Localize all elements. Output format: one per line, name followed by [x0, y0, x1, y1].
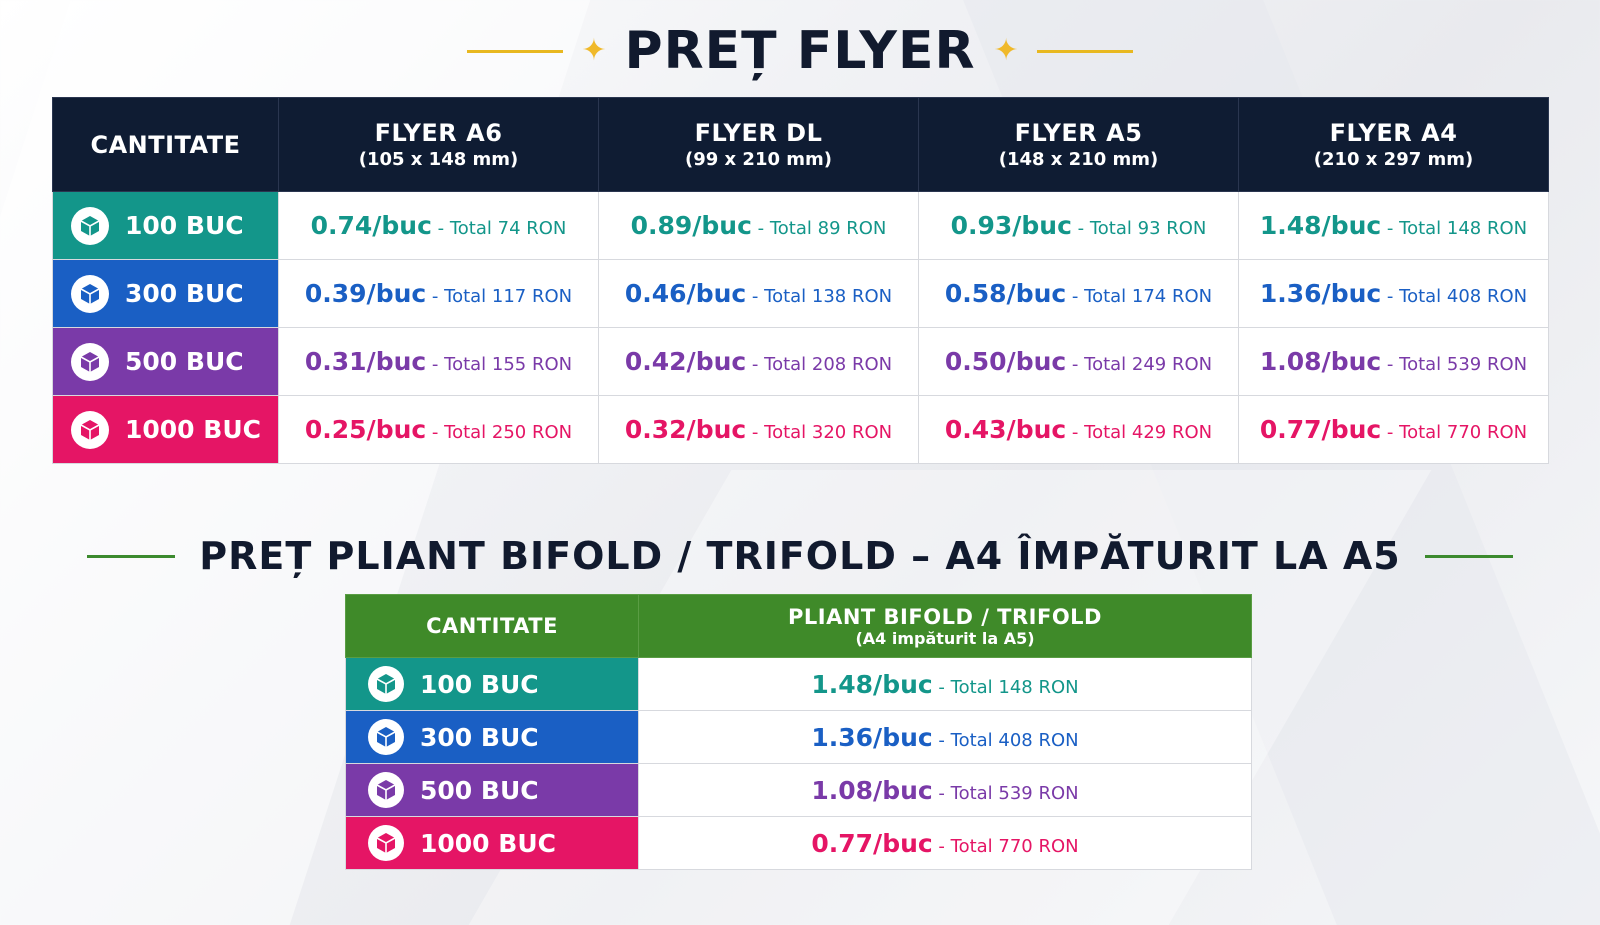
box-icon [71, 274, 109, 313]
price-cell: 0.89/buc - Total 89 RON [598, 191, 919, 260]
pliant-title-row: PREȚ PLIANT BIFOLD / TRIFOLD – A4 ÎMPĂTU… [0, 520, 1600, 592]
title-right-line [1424, 554, 1513, 558]
flyer-title: PREȚ FLYER [624, 21, 976, 81]
table-row: 300 BUC 0.39/buc - Total 117 RON 0.46/bu… [52, 259, 1549, 328]
price-cell: 0.46/buc - Total 138 RON [598, 259, 919, 328]
table-header-row: CANTITATE FLYER A6 (105 x 148 mm) FLYER D… [52, 97, 1549, 192]
price-cell: 0.32/buc - Total 320 RON [598, 395, 919, 464]
price-cell: 0.43/buc - Total 429 RON [918, 395, 1239, 464]
box-icon [368, 772, 404, 808]
pliant-title: PREȚ PLIANT BIFOLD / TRIFOLD – A4 ÎMPĂTU… [199, 534, 1401, 578]
qty-column-header: CANTITATE [52, 97, 279, 192]
qty-cell: 100 BUC [52, 191, 279, 260]
column-header-pliant: PLIANT BIFOLD / TRIFOLD (A4 impăturit la … [638, 594, 1252, 658]
column-header-a6: FLYER A6 (105 x 148 mm) [278, 97, 599, 192]
price-cell: 0.77/buc - Total 770 RON [638, 816, 1252, 870]
qty-cell: 100 BUC [345, 657, 639, 711]
table-row: 300 BUC 1.36/buc - Total 408 RON [345, 710, 1252, 764]
box-icon [71, 206, 109, 245]
price-cell: 1.48/buc - Total 148 RON [1238, 191, 1549, 260]
qty-cell: 500 BUC [345, 763, 639, 817]
price-cell: 0.58/buc - Total 174 RON [918, 259, 1239, 328]
box-icon [71, 410, 109, 449]
box-icon [368, 825, 404, 861]
price-cell: 1.36/buc - Total 408 RON [638, 710, 1252, 764]
flyer-title-row: ✦ PREȚ FLYER ✦ [0, 18, 1600, 84]
qty-cell: 300 BUC [345, 710, 639, 764]
price-cell: 0.74/buc - Total 74 RON [278, 191, 599, 260]
column-header-a5: FLYER A5 (148 x 210 mm) [918, 97, 1239, 192]
box-icon [368, 666, 404, 702]
price-cell: 1.08/buc - Total 539 RON [1238, 327, 1549, 396]
box-icon [71, 342, 109, 381]
price-cell: 0.39/buc - Total 117 RON [278, 259, 599, 328]
price-cell: 0.50/buc - Total 249 RON [918, 327, 1239, 396]
title-left-line [87, 554, 176, 558]
price-cell: 0.93/buc - Total 93 RON [918, 191, 1239, 260]
column-header-dl: FLYER DL (99 x 210 mm) [598, 97, 919, 192]
table-row: 500 BUC 0.31/buc - Total 155 RON 0.42/bu… [52, 327, 1549, 396]
qty-cell: 300 BUC [52, 259, 279, 328]
price-cell: 1.36/buc - Total 408 RON [1238, 259, 1549, 328]
price-cell: 0.42/buc - Total 208 RON [598, 327, 919, 396]
qty-column-header: CANTITATE [345, 594, 639, 658]
table-row: 100 BUC 0.74/buc - Total 74 RON 0.89/buc… [52, 191, 1549, 260]
title-left-line [467, 49, 564, 53]
price-cell: 0.77/buc - Total 770 RON [1238, 395, 1549, 464]
table-header-row: CANTITATE PLIANT BIFOLD / TRIFOLD (A4 imp… [345, 594, 1252, 658]
qty-cell: 1000 BUC [52, 395, 279, 464]
pliant-price-table: CANTITATE PLIANT BIFOLD / TRIFOLD (A4 imp… [345, 594, 1252, 870]
table-row: 1000 BUC 0.77/buc - Total 770 RON [345, 816, 1252, 870]
title-right-line [1036, 49, 1133, 53]
price-cell: 0.31/buc - Total 155 RON [278, 327, 599, 396]
column-header-a4: FLYER A4 (210 x 297 mm) [1238, 97, 1549, 192]
sparkle-icon: ✦ [993, 33, 1019, 68]
price-cell: 1.08/buc - Total 539 RON [638, 763, 1252, 817]
table-row: 1000 BUC 0.25/buc - Total 250 RON 0.32/b… [52, 395, 1549, 464]
flyer-price-table: CANTITATE FLYER A6 (105 x 148 mm) FLYER D… [52, 97, 1549, 464]
box-icon [368, 719, 404, 755]
table-row: 500 BUC 1.08/buc - Total 539 RON [345, 763, 1252, 817]
qty-cell: 500 BUC [52, 327, 279, 396]
qty-cell: 1000 BUC [345, 816, 639, 870]
price-cell: 1.48/buc - Total 148 RON [638, 657, 1252, 711]
table-row: 100 BUC 1.48/buc - Total 148 RON [345, 657, 1252, 711]
sparkle-icon: ✦ [581, 33, 607, 68]
price-cell: 0.25/buc - Total 250 RON [278, 395, 599, 464]
